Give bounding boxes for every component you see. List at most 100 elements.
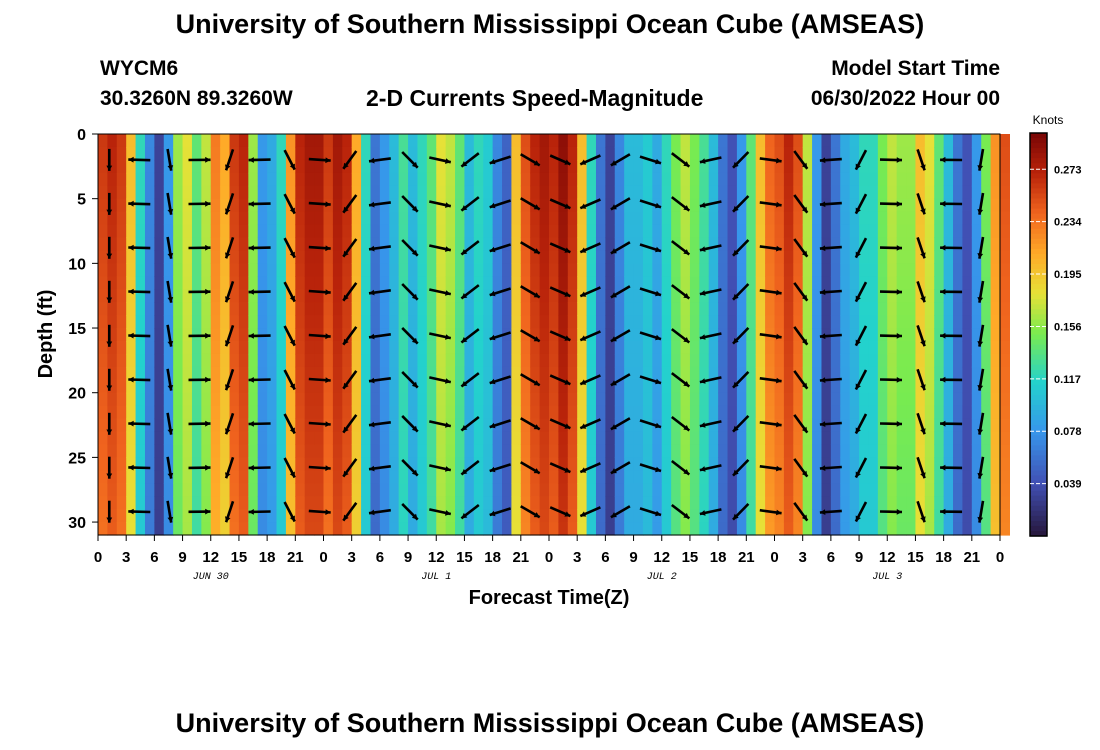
heat-cell xyxy=(793,353,804,368)
heat-cell xyxy=(906,509,917,523)
heat-cell xyxy=(633,431,644,446)
heat-cell xyxy=(285,444,296,458)
heat-cell xyxy=(1000,315,1010,329)
heat-cell xyxy=(361,263,372,277)
heat-cell xyxy=(436,211,447,226)
heat-cell xyxy=(238,224,249,239)
heat-cell xyxy=(755,522,766,536)
heat-cell xyxy=(257,353,268,368)
heat-cell xyxy=(332,366,343,381)
heat-cell xyxy=(783,172,794,187)
heat-cell xyxy=(191,146,202,161)
heat-cell xyxy=(229,470,240,484)
heat-cell xyxy=(285,496,296,510)
heat-cell xyxy=(549,250,559,264)
current-arrow xyxy=(248,201,271,207)
heat-cell xyxy=(220,146,231,161)
heat-cell xyxy=(398,392,409,407)
heat-cell xyxy=(361,457,372,471)
heat-cell xyxy=(595,483,606,497)
day-label: JUN 30 xyxy=(193,572,229,583)
heat-cell xyxy=(154,418,165,433)
heat-cell xyxy=(727,366,738,381)
heat-cell xyxy=(154,263,165,277)
heat-cell xyxy=(868,185,879,200)
heat-cell xyxy=(116,509,127,523)
heat-cell xyxy=(943,405,954,420)
heat-cell xyxy=(520,211,531,226)
heat-cell xyxy=(567,185,578,200)
heat-cell xyxy=(389,134,400,148)
heat-cell xyxy=(661,418,672,433)
heat-cell xyxy=(361,392,372,407)
heat-cell xyxy=(210,185,221,200)
heat-cell xyxy=(389,237,400,252)
heat-cell xyxy=(558,444,569,458)
heat-cell xyxy=(896,211,907,226)
heat-cell xyxy=(238,392,249,407)
y-tick-label: 30 xyxy=(68,515,86,532)
heat-cell xyxy=(426,146,437,161)
heat-cell xyxy=(887,431,898,446)
current-arrow xyxy=(793,326,809,346)
heat-cell xyxy=(802,483,813,497)
heat-cell xyxy=(267,172,278,187)
current-arrow xyxy=(166,368,174,391)
heat-cell xyxy=(126,340,137,355)
heat-cell xyxy=(285,211,296,226)
heat-cell xyxy=(483,340,494,355)
heat-cell xyxy=(605,263,616,277)
heat-cell xyxy=(981,509,992,523)
heat-cell xyxy=(173,457,184,471)
x-tick-label: 21 xyxy=(512,549,529,566)
heat-cell xyxy=(586,185,597,200)
heat-cell xyxy=(539,379,550,394)
heat-cell xyxy=(107,289,118,303)
heat-cell xyxy=(455,444,466,458)
heat-cell xyxy=(887,146,898,161)
heat-cell xyxy=(689,379,700,394)
heat-cell xyxy=(361,315,372,329)
current-arrow xyxy=(671,284,691,300)
heat-cell xyxy=(915,224,926,239)
heat-cell xyxy=(652,134,663,148)
heat-cell xyxy=(830,263,841,277)
heat-cell xyxy=(483,366,494,381)
heat-cell xyxy=(483,431,494,446)
heat-cell xyxy=(464,159,475,174)
heat-cell xyxy=(812,159,823,174)
heat-cell xyxy=(840,366,851,381)
heat-cell xyxy=(191,379,202,394)
heat-cell xyxy=(304,172,315,187)
heat-cell xyxy=(812,134,823,148)
current-arrow xyxy=(368,508,391,516)
heat-cell xyxy=(379,250,390,264)
heat-cell xyxy=(276,457,287,471)
heat-cell xyxy=(614,340,625,355)
heat-cell xyxy=(699,522,710,536)
heat-cell xyxy=(755,470,766,484)
heat-cell xyxy=(389,159,400,174)
heat-cell xyxy=(436,289,447,303)
heat-cell xyxy=(567,418,578,433)
heat-cell xyxy=(361,302,372,316)
heat-cell xyxy=(859,185,870,200)
heat-cell xyxy=(116,185,127,200)
heat-cell xyxy=(990,340,1001,355)
colorbar-segment xyxy=(1030,253,1047,260)
heat-cell xyxy=(793,483,804,497)
heat-cell xyxy=(586,522,597,536)
heat-cell xyxy=(530,457,541,471)
heat-cell xyxy=(990,315,1001,329)
heat-cell xyxy=(962,134,973,148)
heat-cell xyxy=(154,250,165,264)
heat-cell xyxy=(680,172,691,187)
heat-cell xyxy=(802,198,813,213)
heat-cell xyxy=(906,340,917,355)
heat-cell xyxy=(314,237,325,252)
heat-cell xyxy=(633,522,644,536)
heat-cell xyxy=(483,483,494,497)
heat-cell xyxy=(220,328,231,342)
heat-cell xyxy=(830,289,841,303)
heat-cell xyxy=(182,509,193,523)
